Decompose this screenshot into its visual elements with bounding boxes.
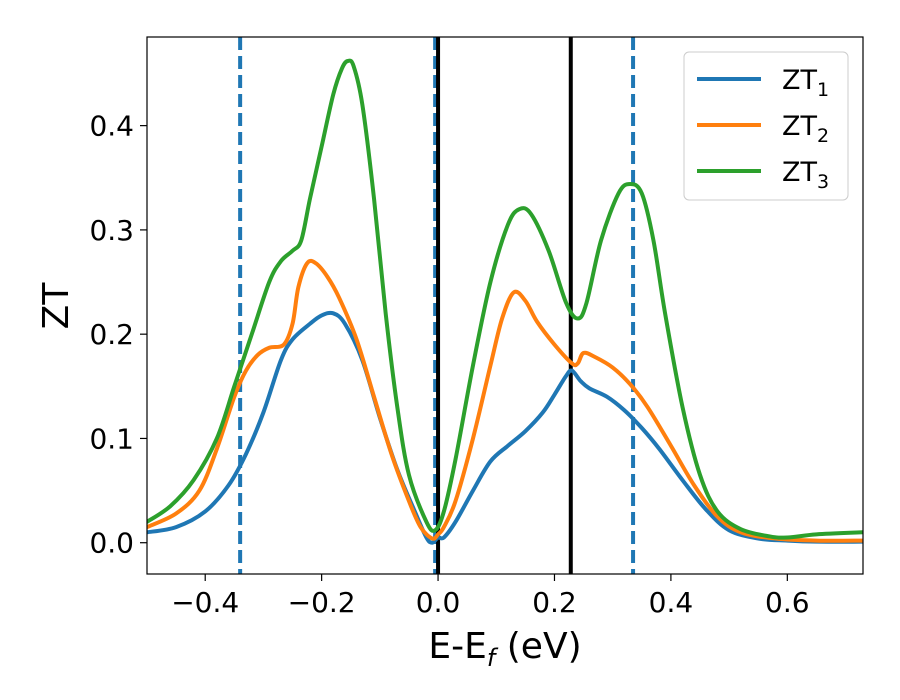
legend-label-zt3: ZT3 [782,157,829,193]
x-tick-label: 0.6 [765,586,810,619]
x-axis-label-unit: (eV) [495,626,581,667]
series-line-zt1 [147,310,863,545]
x-tick-label: 0.2 [532,586,577,619]
legend-label-zt2: ZT2 [782,111,829,147]
y-axis-ticks: 0.0 0.1 0.2 0.3 0.4 [89,110,147,560]
x-axis-ticks: −0.4 −0.2 0.0 0.2 0.4 0.6 [171,574,810,619]
x-tick-label: 0.0 [416,586,461,619]
y-tick-label: 0.2 [89,318,134,351]
y-tick-label: 0.3 [89,214,134,247]
y-tick-label: 0.4 [89,110,134,143]
series-line-zt3 [147,58,863,540]
reference-lines [238,37,636,574]
series-line-zt2 [147,258,863,543]
x-tick-label: 0.4 [649,586,694,619]
x-tick-label: −0.2 [288,586,356,619]
series-lines [147,58,863,545]
legend-box [683,51,849,201]
legend: ZT1 ZT2 ZT3 [683,51,849,201]
x-axis-label: E-Ef (eV) [428,626,581,672]
plot-frame [146,36,864,575]
x-tick-label: −0.4 [171,586,239,619]
legend-label-zt1: ZT1 [782,65,829,101]
y-tick-label: 0.1 [89,422,134,455]
y-tick-label: 0.0 [89,527,134,560]
y-axis-label: ZT [36,282,77,330]
